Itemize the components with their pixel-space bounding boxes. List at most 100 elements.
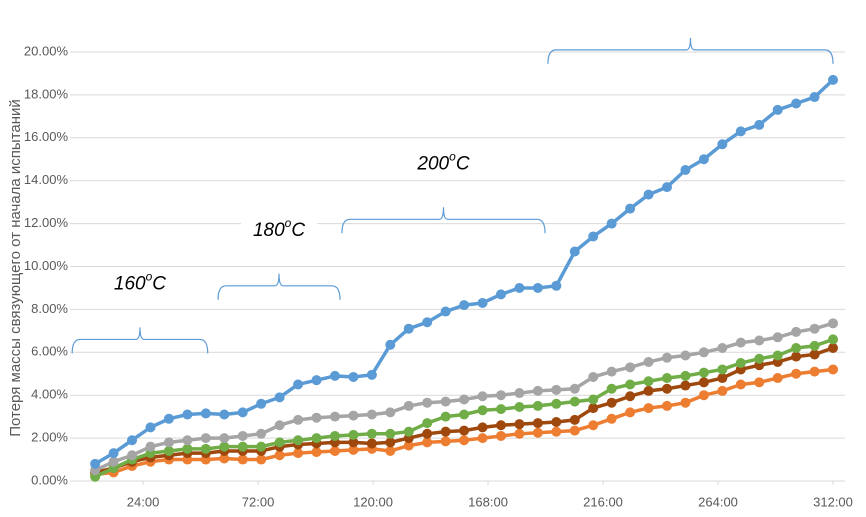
data-point xyxy=(440,436,451,447)
data-point xyxy=(772,373,783,384)
x-tick-label: 24:00 xyxy=(127,494,160,509)
data-point xyxy=(588,403,599,414)
data-point xyxy=(772,332,783,343)
label-background xyxy=(241,215,318,246)
data-point xyxy=(662,400,673,411)
y-tick-label: 6.00% xyxy=(31,344,68,359)
y-tick-label: 10.00% xyxy=(24,258,69,273)
data-point xyxy=(772,350,783,361)
data-point xyxy=(459,425,470,436)
data-point xyxy=(90,458,101,469)
label-background xyxy=(101,269,178,300)
data-point xyxy=(237,430,248,441)
data-point xyxy=(348,371,359,382)
data-point xyxy=(791,351,802,362)
y-tick-label: 12.00% xyxy=(24,215,69,230)
data-point xyxy=(791,368,802,379)
data-point xyxy=(551,417,562,428)
data-point xyxy=(293,435,304,446)
data-point xyxy=(532,418,543,429)
data-point xyxy=(329,445,340,456)
y-tick-label: 0.00% xyxy=(31,472,68,487)
data-point xyxy=(256,398,267,409)
data-point xyxy=(477,433,488,444)
annotation-label: 160oC xyxy=(114,270,166,295)
data-point xyxy=(385,407,396,418)
y-tick-label: 8.00% xyxy=(31,301,68,316)
data-point xyxy=(754,119,765,130)
data-point xyxy=(403,400,414,411)
data-point xyxy=(219,433,230,444)
data-point xyxy=(606,383,617,394)
data-point xyxy=(293,379,304,390)
data-point xyxy=(495,390,506,401)
y-tick-label: 20.00% xyxy=(24,43,69,58)
data-point xyxy=(385,339,396,350)
annotation-label: 200oC xyxy=(416,149,469,174)
data-point xyxy=(348,429,359,440)
data-point xyxy=(735,337,746,348)
data-point xyxy=(643,385,654,396)
annotation-value: 240 xyxy=(663,0,696,5)
data-point xyxy=(828,318,839,329)
data-point xyxy=(717,364,728,375)
annotation-value: 200 xyxy=(416,153,449,174)
data-point xyxy=(145,422,156,433)
data-point xyxy=(680,164,691,175)
data-point xyxy=(440,306,451,317)
data-point xyxy=(348,437,359,448)
data-point xyxy=(735,379,746,390)
data-point xyxy=(348,410,359,421)
annotation-unit: C xyxy=(291,220,305,241)
data-point xyxy=(680,370,691,381)
data-point xyxy=(477,422,488,433)
data-point xyxy=(532,282,543,293)
data-point xyxy=(754,335,765,346)
data-point xyxy=(311,412,322,423)
data-point xyxy=(145,441,156,452)
x-tick-label: 216:00 xyxy=(583,494,623,509)
x-tick-label: 72:00 xyxy=(242,494,275,509)
data-point xyxy=(274,450,285,461)
data-point xyxy=(514,428,525,439)
data-point xyxy=(588,394,599,405)
y-tick-label: 16.00% xyxy=(24,129,69,144)
data-point xyxy=(698,377,709,388)
data-point xyxy=(293,414,304,425)
data-point xyxy=(403,323,414,334)
annotation-unit: C xyxy=(456,153,470,174)
data-point xyxy=(440,411,451,422)
y-axis-label: Потеря массы связующего от начала испыта… xyxy=(7,99,24,437)
data-point xyxy=(625,203,636,214)
data-point xyxy=(329,430,340,441)
data-point xyxy=(588,420,599,431)
data-point xyxy=(698,347,709,358)
data-point xyxy=(698,367,709,378)
data-point xyxy=(108,456,119,467)
data-point xyxy=(477,391,488,402)
data-point xyxy=(256,428,267,439)
data-point xyxy=(219,409,230,420)
data-point xyxy=(754,353,765,364)
label-background xyxy=(405,149,482,180)
data-point xyxy=(495,404,506,415)
data-point xyxy=(717,343,728,354)
data-point xyxy=(477,297,488,308)
data-point xyxy=(698,390,709,401)
data-point xyxy=(237,441,248,452)
data-point xyxy=(625,362,636,373)
data-point xyxy=(422,437,433,448)
data-point xyxy=(163,437,174,448)
data-point xyxy=(200,443,211,454)
brace xyxy=(217,273,341,300)
data-point xyxy=(459,435,470,446)
data-point xyxy=(219,453,230,464)
data-point xyxy=(366,438,377,449)
data-point xyxy=(662,352,673,363)
data-point xyxy=(643,189,654,200)
data-point xyxy=(551,398,562,409)
data-point xyxy=(256,454,267,465)
annotation-label: 240oC xyxy=(663,0,716,5)
data-point xyxy=(256,441,267,452)
